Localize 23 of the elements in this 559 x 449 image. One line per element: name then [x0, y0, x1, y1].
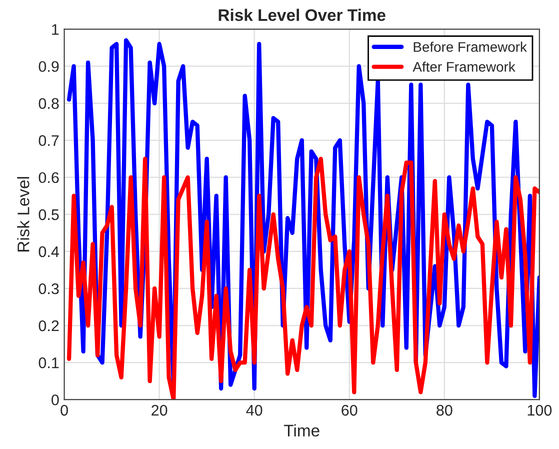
y-tick-label: 0.8	[38, 98, 59, 109]
x-tick-label: 100	[528, 404, 552, 416]
y-tick-label: 0.6	[38, 172, 59, 184]
y-tick-label: 0.2	[38, 320, 59, 332]
x-tick-label: 80	[436, 404, 452, 416]
x-tick-label: 60	[342, 404, 358, 416]
y-tick-label: 0	[52, 394, 59, 406]
x-axis-title: Time	[284, 424, 320, 437]
x-tick-label: 20	[152, 404, 168, 416]
y-tick-label: 0.9	[38, 61, 59, 72]
y-tick-label: 1	[52, 24, 59, 35]
x-tick-label: 40	[246, 404, 262, 416]
y-tick-label: 0.3	[38, 283, 59, 294]
y-axis-title: Risk Level	[17, 177, 30, 252]
y-tick-label: 0.4	[38, 246, 59, 258]
line-series	[66, 156, 540, 400]
y-tick-label: 0.1	[38, 357, 59, 368]
y-tick-label: 0.7	[38, 135, 59, 146]
legend-label: After Framework	[412, 62, 516, 72]
chart-title: Risk Level Over Time	[218, 8, 386, 22]
y-tick-label: 0.5	[38, 209, 59, 220]
x-tick-label: 0	[60, 404, 68, 416]
legend-label: Before Framework	[414, 42, 527, 52]
